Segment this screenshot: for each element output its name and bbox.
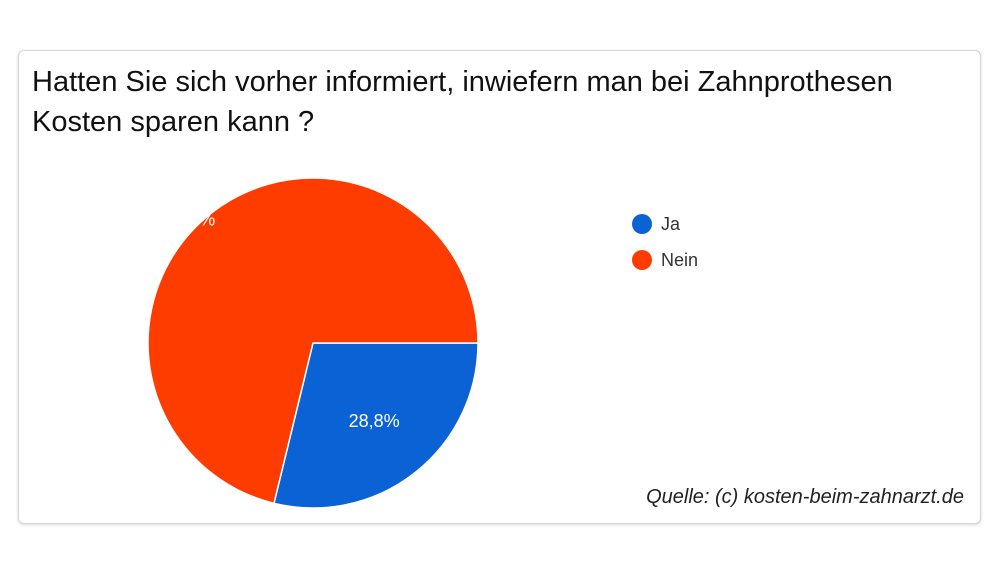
- pie-slice-nein: [147, 177, 479, 505]
- legend-item-nein: Nein: [632, 242, 698, 278]
- slice-label-nein: 71,2%: [164, 210, 215, 230]
- legend-label: Nein: [661, 249, 699, 270]
- chart-title: Hatten Sie sich vorher informiert, inwie…: [32, 66, 893, 138]
- legend-dot-nein: [632, 250, 652, 270]
- legend-label: Ja: [661, 213, 681, 234]
- pie-slice-ja: [273, 342, 479, 509]
- legend-dot-ja: [632, 214, 652, 234]
- slice-label-ja: 28,8%: [349, 411, 400, 431]
- legend: Ja Nein: [632, 206, 698, 278]
- source-note: Quelle: (c) kosten-beim-zahnarzt.de: [646, 486, 964, 508]
- legend-item-ja: Ja: [632, 206, 698, 242]
